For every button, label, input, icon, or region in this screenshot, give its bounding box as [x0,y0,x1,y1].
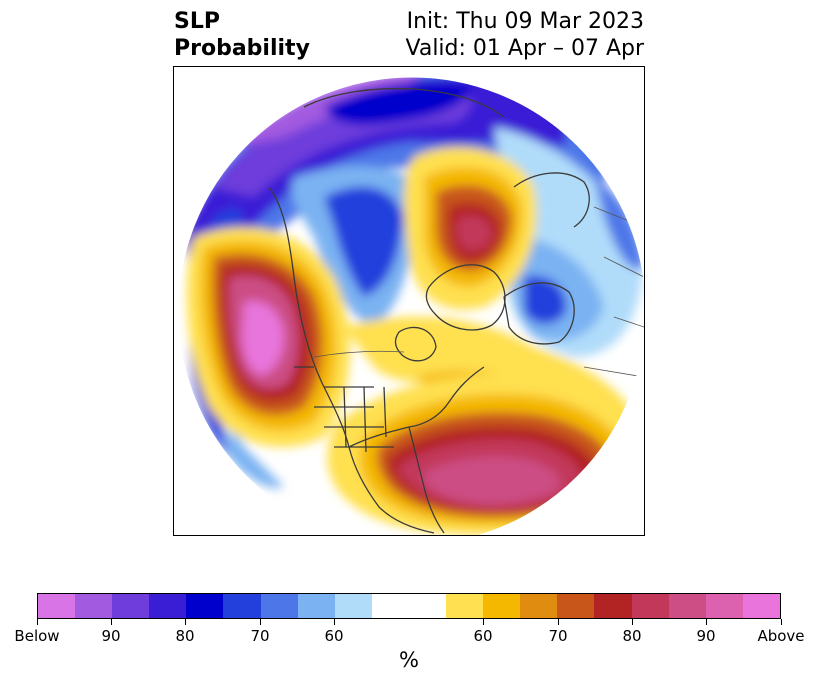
colorbar-bin [446,594,484,618]
colorbar-tick-mark [37,619,38,625]
colorbar-bin [668,594,706,618]
colorbar-tick-label: 60 [473,627,493,645]
colorbar-tick-mark [632,619,633,625]
colorbar-tick-label: 70 [250,627,270,645]
colorbar-tick-mark [483,619,484,625]
colorbar-tick-label: Below [14,627,60,645]
colorbar-bin [260,594,298,618]
init-date: Init: Thu 09 Mar 2023 [406,9,644,34]
colorbar-bin [334,594,372,618]
colorbar-tick-mark [558,619,559,625]
title-line-1: SLP [174,9,220,34]
colorbar-bin [631,594,669,618]
colorbar-bin [75,594,113,618]
colorbar-tick-mark [111,619,112,625]
colorbar-tick-mark [706,619,707,625]
map-canvas [177,76,644,535]
colorbar-bin [705,594,743,618]
colorbar-bin [186,594,224,618]
colorbar-tick-mark [260,619,261,625]
title-line-2: Probability [174,36,310,61]
colorbar-tick-mark [334,619,335,625]
colorbar-tick-mark [185,619,186,625]
map-title: SLP Probability [174,8,310,62]
colorbar-bin [112,594,150,618]
colorbar-bin [38,594,76,618]
colorbar-tick-label: 60 [324,627,344,645]
colorbar [37,593,781,619]
colorbar-tick-label: 80 [622,627,642,645]
colorbar-bin [297,594,335,618]
colorbar-tick-label: 90 [101,627,121,645]
colorbar-bin [742,594,780,618]
colorbar-tick-label: 90 [696,627,716,645]
valid-range: Valid: 01 Apr – 07 Apr [405,36,645,61]
colorbar-bin [223,594,261,618]
probability-map [173,66,645,536]
colorbar-tick-label: Above [757,627,805,645]
colorbar-bin [594,594,632,618]
colorbar-tick-label: 70 [548,627,568,645]
colorbar-bin [149,594,187,618]
colorbar-bin [483,594,521,618]
colorbar-bin [520,594,558,618]
colorbar-bin [371,594,447,618]
colorbar-units: % [399,648,419,672]
colorbar-tick-label: 80 [175,627,195,645]
country-borders [313,206,644,378]
colorbar-tick-mark [781,619,782,625]
date-info: Init: Thu 09 Mar 2023 Valid: 01 Apr – 07… [406,8,645,62]
colorbar-bin [557,594,595,618]
